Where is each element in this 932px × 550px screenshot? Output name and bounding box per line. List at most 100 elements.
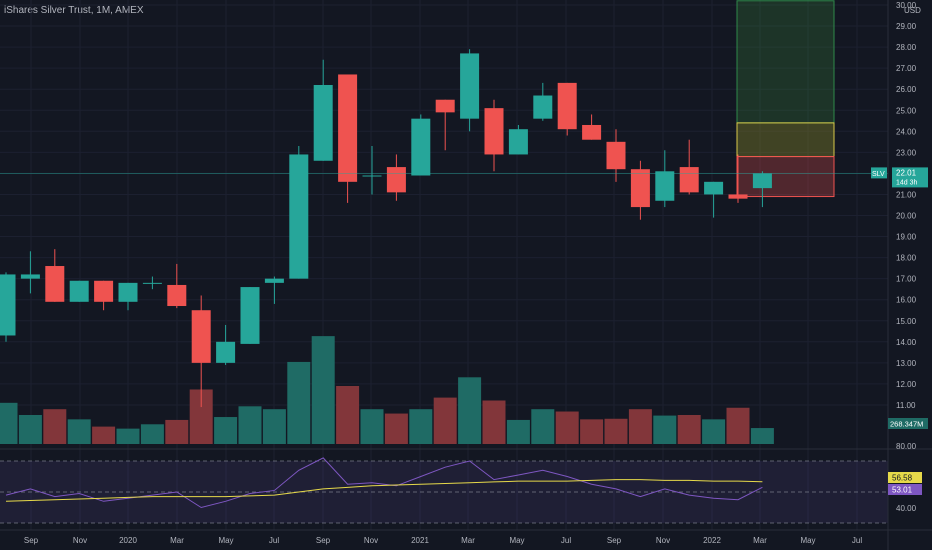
rsi-ma-tag-bg — [888, 472, 922, 483]
candle-body[interactable] — [69, 280, 89, 302]
candle-body[interactable] — [557, 82, 577, 130]
candle-body[interactable] — [728, 194, 748, 199]
rsi-ma-value: 56.58 — [892, 474, 913, 483]
volume-bar — [482, 400, 506, 444]
candle-body[interactable] — [655, 171, 675, 201]
volume-bar — [92, 426, 116, 444]
candle-body[interactable] — [118, 282, 138, 302]
volume-bar — [555, 411, 579, 444]
time-axis-label: May — [800, 536, 815, 545]
candle-body[interactable] — [142, 282, 162, 284]
price-tick-label: 12.00 — [896, 380, 917, 389]
volume-bar — [336, 386, 360, 444]
candle-body[interactable] — [606, 141, 626, 170]
candle-body[interactable] — [460, 53, 480, 119]
candle-body[interactable] — [167, 284, 187, 307]
countdown-label: 14d 3h — [896, 179, 918, 186]
volume-bar — [506, 419, 530, 444]
volume-bar — [531, 409, 555, 444]
candle-body[interactable] — [289, 154, 309, 279]
time-axis-label: Jul — [561, 536, 571, 545]
position-stop-zone[interactable] — [736, 156, 835, 198]
time-axis-label: May — [218, 536, 233, 545]
price-tick-label: 20.00 — [896, 212, 917, 221]
candle-body[interactable] — [582, 124, 602, 140]
time-axis-label: Sep — [24, 536, 39, 545]
price-tick-label: 13.00 — [896, 359, 917, 368]
time-axis-label: Mar — [461, 536, 475, 545]
time-axis-label: Sep — [607, 536, 622, 545]
candle-body[interactable] — [216, 341, 236, 363]
candle-body[interactable] — [508, 129, 528, 155]
price-tick-label: 29.00 — [896, 22, 917, 31]
volume-bar — [360, 409, 384, 444]
price-tick-label: 30.00 — [896, 1, 917, 10]
candle-body[interactable] — [191, 310, 211, 363]
position-target-zone[interactable] — [736, 0, 835, 124]
rsi-tag-bg — [888, 484, 922, 495]
price-tick-label: 17.00 — [896, 275, 917, 284]
candle-body[interactable] — [533, 95, 553, 119]
price-tick-label: 21.00 — [896, 190, 917, 199]
candle-body[interactable] — [264, 278, 284, 283]
volume-bar — [604, 418, 628, 444]
volume-bar — [0, 402, 18, 444]
time-axis-label: Nov — [364, 536, 378, 545]
volume-bar — [140, 424, 164, 444]
candle-body[interactable] — [94, 280, 114, 302]
price-tick-label: 24.00 — [896, 127, 917, 136]
volume-bar — [433, 397, 457, 444]
time-axis-label: Sep — [316, 536, 331, 545]
candle-body[interactable] — [435, 99, 455, 113]
position-neutral-zone[interactable] — [736, 122, 835, 158]
time-axis-label: 2022 — [703, 536, 721, 545]
price-tick-label: 11.00 — [896, 401, 916, 410]
price-tick-label: 28.00 — [896, 43, 917, 52]
price-tick-label: 18.00 — [896, 254, 917, 263]
candle-body[interactable] — [679, 167, 699, 193]
volume-bar — [67, 419, 91, 444]
candle-body[interactable] — [704, 181, 724, 195]
time-axis-label: Jul — [269, 536, 279, 545]
volume-bar — [311, 336, 335, 444]
time-axis-label: May — [509, 536, 524, 545]
candle-body[interactable] — [313, 84, 333, 161]
symbol-tag: SLV — [872, 171, 885, 178]
chart-title: iShares Silver Trust, 1M, AMEX — [4, 5, 144, 16]
volume-bar — [702, 419, 726, 444]
volume-bar — [677, 415, 701, 444]
volume-bar — [18, 415, 42, 444]
candle-body[interactable] — [630, 169, 650, 208]
rsi-tick-label: 80.00 — [896, 442, 917, 451]
last-price-label: 22.01 — [896, 168, 917, 177]
candle-body[interactable] — [20, 274, 40, 279]
price-tick-label: 26.00 — [896, 85, 917, 94]
price-tick-label: 16.00 — [896, 296, 917, 305]
candle-body[interactable] — [45, 266, 65, 302]
candle-body[interactable] — [0, 274, 16, 336]
volume-bar — [653, 415, 677, 444]
candle-body[interactable] — [484, 108, 504, 155]
volume-bar — [458, 377, 482, 444]
volume-bar — [287, 361, 311, 444]
candle-body[interactable] — [338, 74, 358, 182]
volume-bar — [726, 407, 750, 444]
candle-body[interactable] — [386, 167, 406, 193]
volume-bar — [750, 428, 774, 444]
time-axis-label: Nov — [73, 536, 87, 545]
volume-bar — [189, 389, 213, 444]
currency-label: USD — [904, 6, 921, 15]
candle-body[interactable] — [411, 118, 431, 176]
rsi-value: 53.01 — [892, 486, 913, 495]
time-axis-label: Jul — [852, 536, 862, 545]
candle-body[interactable] — [752, 173, 772, 189]
candle-body[interactable] — [362, 175, 382, 177]
symbol-tag-bg — [871, 167, 887, 179]
last-price-tag-bg — [892, 167, 928, 188]
candle-body[interactable] — [240, 287, 260, 344]
time-axis-label: Nov — [656, 536, 670, 545]
time-axis-label: 2020 — [119, 536, 137, 545]
volume-bar — [165, 419, 189, 444]
time-axis-label: Mar — [753, 536, 767, 545]
